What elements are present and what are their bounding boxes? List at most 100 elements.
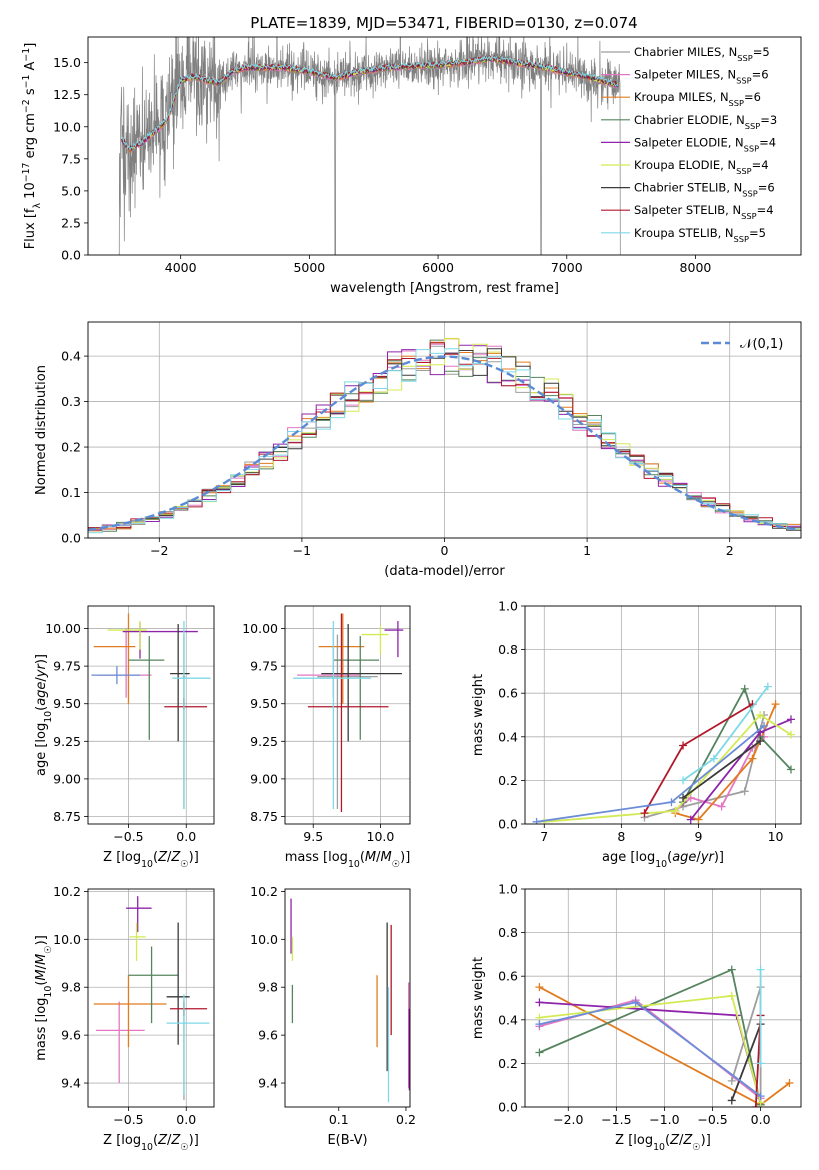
weight-marker <box>785 1079 794 1088</box>
legend-entry: Chabrier MILES, NSSP=5 <box>634 45 770 63</box>
weight-marker <box>535 1020 544 1029</box>
y-tick-label: 9.00 <box>250 771 278 786</box>
age-vs-metallicity-panel: −0.5 0.0 8.75 9.00 9.25 9.50 9.75 10.00 Z [log10… <box>34 605 215 870</box>
axes-frame <box>284 605 411 825</box>
grid <box>285 606 410 824</box>
weight-marker <box>759 721 768 730</box>
weight-marker <box>756 1059 765 1068</box>
plot-area <box>293 613 404 812</box>
weight-marker <box>640 809 649 818</box>
legend-entry: Chabrier ELODIE, NSSP=3 <box>634 113 777 131</box>
weight-vs-age-panel: 7 8 9 10 0.0 0.2 0.4 0.6 0.8 1.0 age [log10(age/yr… <box>471 599 802 870</box>
x-tick-label: −0.5 <box>113 829 143 844</box>
y-tick-label: 0.1 <box>61 485 81 500</box>
y-tick-label: 0.4 <box>498 1012 518 1027</box>
weight-marker <box>756 965 765 974</box>
y-tick-label: 0.0 <box>61 531 81 546</box>
normal-reference-curve <box>88 355 799 532</box>
y-tick-label: 10.2 <box>250 884 278 899</box>
y-tick-label: 0.8 <box>498 642 518 657</box>
axes-frame <box>87 36 802 256</box>
y-tick-label: 1.0 <box>498 599 518 614</box>
x-tick-label: 0.2 <box>396 1112 416 1127</box>
mass-vs-metallicity-panel: −0.5 0.0 9.4 9.6 9.8 10.0 10.2 Z [log10(Z/Z☉)] m… <box>34 884 215 1153</box>
y-tick-label: 9.8 <box>258 980 278 995</box>
weight-series-line <box>539 968 762 1105</box>
x-tick-label: 0.0 <box>176 1112 196 1127</box>
weight-marker <box>751 1103 760 1107</box>
y-axis-label: Normed distribution <box>34 365 49 495</box>
weight-marker <box>756 1092 765 1101</box>
spectrum-panel: 4000 5000 6000 7000 8000 0.0 2.5 5.0 7.5 10.0 12.5… <box>21 36 802 296</box>
weight-series-line <box>539 1001 762 1097</box>
axes-frame <box>524 888 802 1108</box>
weight-marker <box>727 1096 736 1105</box>
weight-marker <box>786 730 795 739</box>
weight-marker <box>756 711 765 719</box>
x-tick-label: 7 <box>540 829 548 844</box>
grid <box>525 888 801 1108</box>
y-tick-label: 0.6 <box>498 686 518 701</box>
residual-histogram <box>88 348 801 534</box>
y-tick-label: 0.2 <box>498 1056 518 1071</box>
weight-marker <box>727 1076 736 1085</box>
y-tick-label: 0.6 <box>498 969 518 984</box>
plot-area <box>88 337 801 534</box>
residuals-panel: −2 −1 0 1 2 0.0 0.1 0.2 0.3 0.4 (data-model)/error… <box>34 321 802 579</box>
legend-entry: Salpeter STELIB, NSSP=4 <box>634 203 774 221</box>
x-tick-label: 0.1 <box>329 1112 349 1127</box>
weight-marker <box>709 754 718 763</box>
age-vs-mass-panel: 9.5 10.0 8.75 9.00 9.25 9.50 9.75 10.00 mass [lo… <box>242 605 411 870</box>
x-tick-label: 10 <box>768 829 784 844</box>
legend-entry: Kroupa STELIB, NSSP=5 <box>634 226 766 244</box>
y-tick-label: 9.8 <box>61 980 81 995</box>
legend-entry: Kroupa MILES, NSSP=6 <box>634 90 761 108</box>
weight-series-line <box>730 1023 762 1101</box>
y-tick-label: 0.0 <box>61 248 81 263</box>
y-tick-label: 1.0 <box>498 882 518 897</box>
weight-marker <box>631 998 640 1007</box>
y-tick-label: 0.2 <box>61 440 81 455</box>
y-tick-label: 5.0 <box>61 183 81 198</box>
mass-vs-ebv-panel: 0.1 0.2 9.4 9.6 9.8 10.0 10.2 E(B-V) <box>250 884 416 1148</box>
weight-series-line <box>682 740 761 799</box>
x-tick-label: −0.5 <box>697 1112 727 1127</box>
weight-marker <box>667 798 676 807</box>
x-tick-label: −2 <box>150 543 168 558</box>
weight-marker <box>717 802 726 811</box>
y-tick-label: 0.0 <box>498 817 518 832</box>
y-tick-label: 9.00 <box>53 771 81 786</box>
x-axis-label: Z [log10(Z/Z☉)] <box>103 850 199 870</box>
y-tick-label: 8.75 <box>53 809 81 824</box>
y-tick-label: 0.4 <box>498 729 518 744</box>
weight-marker <box>532 817 541 824</box>
y-tick-label: 8.75 <box>250 809 278 824</box>
x-axis-label: wavelength [Angstrom, rest frame] <box>330 281 559 296</box>
weight-marker <box>740 684 749 693</box>
weight-marker <box>756 737 765 746</box>
plot-area <box>93 896 210 1100</box>
y-tick-label: 9.4 <box>61 1076 81 1091</box>
weight-marker <box>763 682 772 691</box>
grid <box>88 606 214 824</box>
y-tick-label: 7.5 <box>61 151 81 166</box>
weight-series-line <box>544 713 792 823</box>
y-axis-label: mass [log10(M/M☉)] <box>34 935 54 1061</box>
x-axis-label: mass [log10(M/M☉)] <box>285 850 411 870</box>
plot-area <box>290 898 410 1103</box>
x-tick-label: 6000 <box>422 260 454 275</box>
weight-marker <box>771 700 780 709</box>
y-tick-label: 9.50 <box>250 696 278 711</box>
legend-entry: Chabrier STELIB, NSSP=6 <box>634 181 775 199</box>
plot-area <box>91 613 211 809</box>
axes-frame <box>87 888 215 1108</box>
weight-series-line <box>675 703 777 821</box>
plot-area <box>118 37 621 255</box>
y-tick-label: 0.8 <box>498 925 518 940</box>
legend-entry: Kroupa ELODIE, NSSP=4 <box>634 158 769 176</box>
y-tick-label: 10.0 <box>53 932 81 947</box>
axes-frame <box>524 605 802 825</box>
model-spectrum-line <box>121 54 619 151</box>
y-tick-label: 9.6 <box>258 1028 278 1043</box>
